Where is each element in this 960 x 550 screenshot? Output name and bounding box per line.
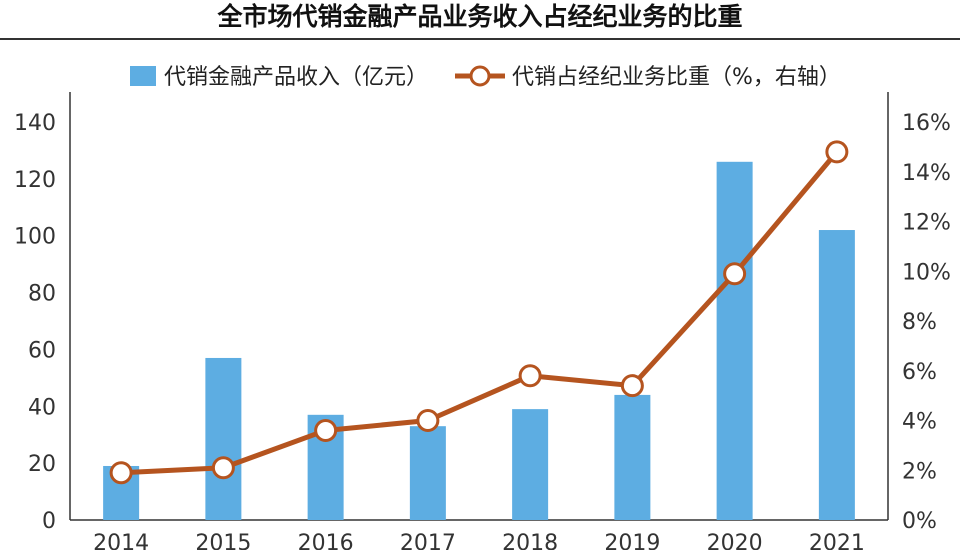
left-tick-label: 60 bbox=[28, 338, 56, 363]
chart-title: 全市场代销金融产品业务收入占经纪业务的比重 bbox=[217, 2, 743, 31]
right-tick-label: 4% bbox=[902, 410, 937, 435]
bar bbox=[409, 426, 446, 520]
bar bbox=[512, 409, 549, 520]
bar bbox=[716, 161, 753, 521]
x-tick-label: 2020 bbox=[707, 531, 763, 550]
line-point bbox=[416, 409, 440, 432]
legend-line-label: 代销占经纪业务比重（%，右轴） bbox=[512, 65, 841, 90]
bar bbox=[205, 357, 242, 520]
line-point bbox=[211, 456, 235, 480]
bar bbox=[818, 230, 855, 520]
legend-bar-label: 代销金融产品收入（亿元） bbox=[164, 65, 428, 90]
right-tick-label: 2% bbox=[902, 459, 937, 484]
line-point bbox=[314, 418, 338, 442]
line-point bbox=[723, 262, 747, 286]
right-tick-label: 14% bbox=[902, 161, 951, 186]
line-path bbox=[121, 150, 839, 476]
right-tick-label: 12% bbox=[902, 211, 951, 236]
line-point bbox=[825, 140, 849, 164]
legend-line-marker bbox=[469, 65, 491, 87]
left-tick-label: 140 bbox=[14, 111, 56, 136]
axes: 0 20 40 60 80 100 120 140 0% 2% 4% 6% 8% 10% 12% 14% 16%… bbox=[14, 92, 951, 550]
line-point bbox=[518, 364, 542, 388]
line-point bbox=[620, 374, 644, 398]
x-tick-label: 2015 bbox=[195, 531, 251, 550]
bar bbox=[614, 394, 651, 520]
right-tick-label: 0% bbox=[902, 509, 937, 534]
x-tick-label: 2021 bbox=[809, 531, 865, 550]
left-tick-label: 40 bbox=[28, 395, 56, 420]
left-tick-label: 0 bbox=[42, 509, 56, 534]
left-tick-label: 100 bbox=[14, 225, 56, 250]
right-tick-label: 16% bbox=[902, 111, 951, 136]
legend-bar-swatch bbox=[130, 66, 156, 86]
left-tick-label: 20 bbox=[28, 452, 56, 477]
bar-series bbox=[103, 161, 855, 521]
line-series bbox=[109, 140, 849, 485]
legend: 代销金融产品收入（亿元） 代销占经纪业务比重（%，右轴） bbox=[130, 65, 841, 90]
right-tick-label: 10% bbox=[902, 260, 951, 285]
x-tick-label: 2019 bbox=[604, 531, 660, 550]
left-tick-label: 80 bbox=[28, 282, 56, 307]
line-point bbox=[109, 461, 133, 485]
x-tick-label: 2016 bbox=[298, 531, 354, 550]
title-divider bbox=[0, 38, 960, 40]
x-tick-label: 2014 bbox=[93, 531, 149, 550]
x-tick-label: 2017 bbox=[400, 531, 456, 550]
right-tick-label: 8% bbox=[902, 310, 937, 335]
left-tick-label: 120 bbox=[14, 168, 56, 193]
right-tick-label: 6% bbox=[902, 360, 937, 385]
x-tick-label: 2018 bbox=[502, 531, 558, 550]
